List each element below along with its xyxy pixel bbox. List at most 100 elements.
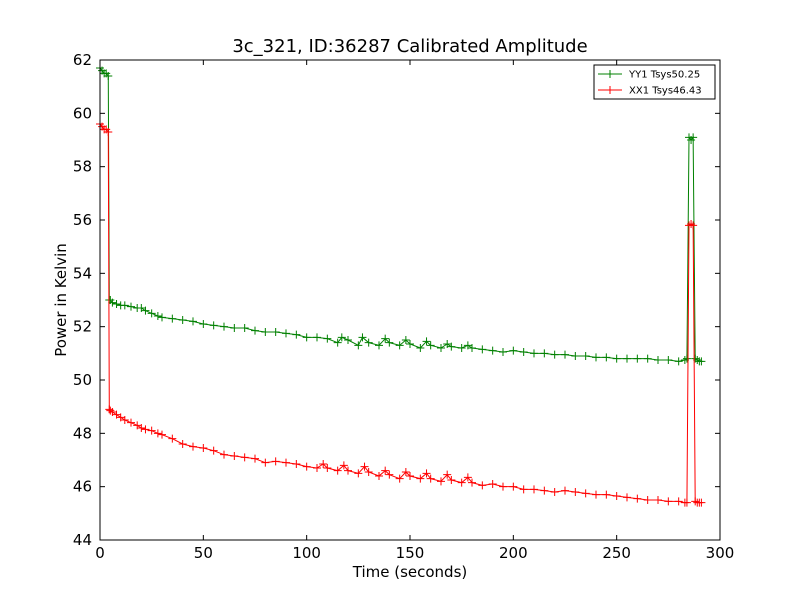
x-tick-label: 100 xyxy=(292,544,321,562)
data-point xyxy=(137,424,146,432)
data-point xyxy=(153,429,162,438)
series-layer xyxy=(96,64,706,507)
data-point xyxy=(302,333,311,342)
legend-label-xx1: XX1 Tsys46.43 xyxy=(629,86,702,97)
data-point xyxy=(395,341,404,350)
data-point xyxy=(592,353,600,362)
data-point xyxy=(360,462,369,471)
data-point xyxy=(104,72,113,80)
data-point xyxy=(337,333,346,342)
data-point xyxy=(106,406,115,415)
data-point xyxy=(623,354,631,363)
data-point xyxy=(691,497,700,506)
y-tick-label: 58 xyxy=(73,158,92,176)
y-tick-label: 50 xyxy=(73,371,92,389)
data-point xyxy=(282,329,290,338)
data-point xyxy=(381,334,390,343)
data-point xyxy=(189,442,197,451)
data-point xyxy=(302,462,311,471)
data-point xyxy=(612,492,621,500)
data-point xyxy=(488,480,497,488)
data-point xyxy=(230,324,239,332)
data-point xyxy=(108,408,117,416)
x-tick-label: 250 xyxy=(602,544,631,562)
data-point xyxy=(416,344,425,352)
data-point xyxy=(571,488,580,496)
data-point xyxy=(633,494,642,503)
data-point xyxy=(178,316,187,324)
data-point xyxy=(674,497,683,506)
data-point xyxy=(354,341,363,350)
data-point xyxy=(654,496,662,504)
data-point xyxy=(691,354,700,363)
y-tick-label: 52 xyxy=(73,318,92,336)
data-point xyxy=(689,221,698,230)
legend: YY1 Tsys50.25 XX1 Tsys46.43 xyxy=(593,64,716,100)
data-point xyxy=(697,357,706,366)
data-point xyxy=(643,496,652,504)
data-point xyxy=(654,356,662,364)
data-point xyxy=(385,470,394,479)
data-point xyxy=(292,460,301,468)
data-point xyxy=(375,472,383,480)
y-tick-label: 48 xyxy=(73,424,92,442)
data-point xyxy=(261,458,270,467)
data-point xyxy=(339,461,348,470)
data-point xyxy=(457,344,466,352)
data-point xyxy=(643,354,652,363)
data-point xyxy=(463,473,472,482)
data-point xyxy=(385,338,394,347)
data-point xyxy=(509,482,518,491)
data-point xyxy=(354,469,363,478)
data-point xyxy=(358,333,367,342)
data-point xyxy=(509,346,518,355)
y-tick-label: 62 xyxy=(73,51,92,69)
data-point xyxy=(271,328,280,336)
x-tick-label: 50 xyxy=(194,544,213,562)
data-point xyxy=(240,324,249,332)
data-point xyxy=(426,341,435,350)
data-point xyxy=(137,304,146,312)
data-point xyxy=(468,344,476,352)
series-2 xyxy=(96,120,706,507)
data-point xyxy=(344,336,352,344)
data-point xyxy=(561,486,569,495)
data-point xyxy=(251,326,259,335)
data-point xyxy=(333,466,342,475)
legend-marker-yy1 xyxy=(606,70,614,78)
data-point xyxy=(633,354,642,363)
data-point xyxy=(623,493,631,502)
data-point xyxy=(251,454,259,463)
x-tick-label: 300 xyxy=(706,544,735,562)
data-point xyxy=(422,469,431,478)
data-point xyxy=(687,220,696,228)
data-point xyxy=(158,430,166,439)
data-point xyxy=(447,342,456,351)
data-point xyxy=(689,133,698,142)
series-1 xyxy=(96,64,706,366)
data-point xyxy=(323,464,332,472)
data-point xyxy=(592,490,600,499)
data-point xyxy=(364,338,373,347)
y-tick-label: 56 xyxy=(73,211,92,229)
data-point xyxy=(519,348,528,356)
data-point xyxy=(468,478,476,487)
data-point xyxy=(443,340,452,348)
data-point xyxy=(571,352,580,360)
data-point xyxy=(550,488,559,496)
data-point xyxy=(478,345,487,354)
data-point xyxy=(323,334,332,343)
data-point xyxy=(530,485,538,494)
data-point xyxy=(178,440,187,448)
data-point xyxy=(120,301,129,310)
data-point xyxy=(375,341,383,350)
x-tick-label: 150 xyxy=(396,544,425,562)
data-point xyxy=(168,434,177,443)
data-point xyxy=(220,450,228,459)
data-point xyxy=(674,357,683,366)
data-point xyxy=(478,481,487,490)
x-tick-label: 200 xyxy=(499,544,528,562)
data-point xyxy=(581,352,590,360)
data-point xyxy=(457,478,466,487)
